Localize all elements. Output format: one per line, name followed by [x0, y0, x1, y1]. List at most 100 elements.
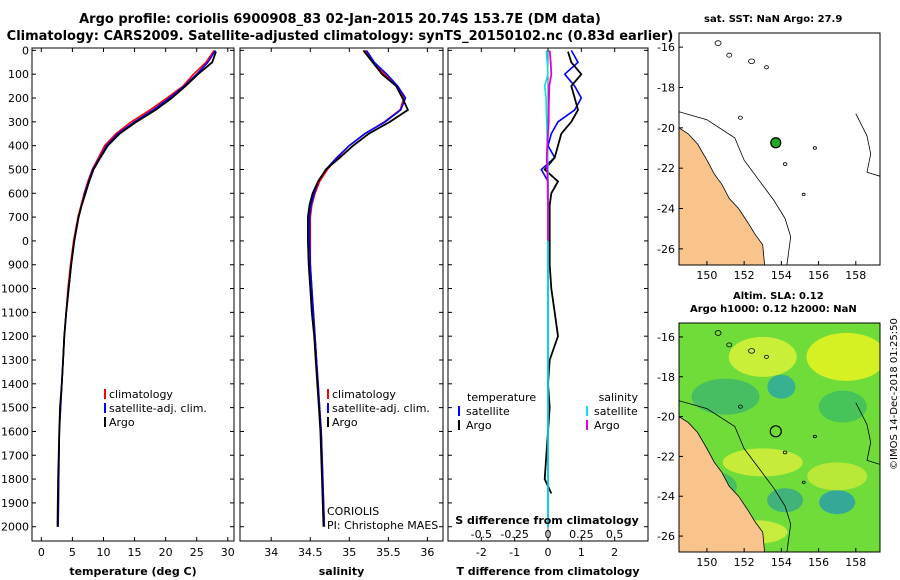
lat-tick-label: -22 — [657, 162, 675, 175]
sst-map-frame — [678, 32, 881, 266]
sla-anomaly-patch — [767, 488, 804, 513]
reef-outline — [726, 52, 733, 58]
x-tick-label: 35 — [342, 546, 356, 559]
x-tick-label: 0 — [545, 546, 552, 559]
x-tick-label: -1 — [509, 546, 520, 559]
depth-tick-label: 1200 — [1, 330, 29, 343]
s-tick-label: 0.5 — [606, 528, 624, 541]
reef-outline — [782, 450, 788, 455]
depth-tick-label: 1500 — [1, 402, 29, 415]
x-tick-label: 10 — [96, 546, 110, 559]
s-tick-label: 0 — [545, 528, 552, 541]
x-tick-label: -2 — [476, 546, 487, 559]
reef-outline — [738, 404, 743, 409]
x-tick-label: 25 — [190, 546, 204, 559]
sst-map — [678, 32, 881, 266]
lon-tick-label: 156 — [808, 556, 829, 569]
australia-coast-land — [679, 127, 766, 265]
lat-tick-label: -24 — [657, 490, 675, 503]
sla-map-frame — [678, 322, 881, 553]
depth-tick-label: 300 — [8, 116, 29, 129]
depth-tick-label: 200 — [8, 92, 29, 105]
x-tick-label: 36 — [420, 546, 434, 559]
argo-float-marker — [770, 137, 782, 149]
depth-tick-label: 2000 — [1, 521, 29, 534]
reef-outline — [782, 162, 788, 166]
lon-tick-label: 154 — [771, 269, 792, 282]
lat-tick-label: -18 — [657, 81, 675, 94]
reef-outline — [714, 40, 722, 46]
australia-coast-land — [679, 416, 766, 552]
sla-map-content — [679, 323, 880, 552]
lon-tick-label: 150 — [696, 556, 717, 569]
lat-tick-label: -16 — [657, 331, 675, 344]
lat-tick-label: -18 — [657, 371, 675, 384]
reef-outline — [726, 342, 733, 348]
x-tick-label: 30 — [221, 546, 235, 559]
lon-tick-label: 150 — [696, 269, 717, 282]
argo-float-marker — [769, 425, 782, 438]
title-line-2: Climatology: CARS2009. Satellite-adjuste… — [6, 29, 674, 44]
depth-tick-label: 1400 — [1, 378, 29, 391]
depth-tick-label: 0 — [22, 235, 29, 248]
lon-tick-label: 156 — [808, 269, 829, 282]
s-tick-label: -0.25 — [500, 528, 528, 541]
depth-tick-label: 700 — [8, 211, 29, 224]
depth-tick-label: 100 — [8, 68, 29, 81]
title-line-1: Argo profile: coriolis 6900908_83 02-Jan… — [79, 12, 601, 27]
reef-outline — [738, 115, 743, 120]
legend-label: climatology — [109, 388, 173, 401]
imos-timestamp: ©IMOS 14-Dec-2018 01:25:50 — [889, 318, 900, 470]
depth-tick-label: 1600 — [1, 425, 29, 438]
x-axis-label: salinity — [319, 565, 365, 578]
legend-heading-temperature: temperature — [467, 391, 536, 404]
sla-anomaly-patch — [722, 448, 803, 477]
depth-tick-label: 1100 — [1, 306, 29, 319]
sla-anomaly-patch — [806, 332, 880, 381]
x-tick-label: 5 — [69, 546, 76, 559]
legend-label: climatology — [332, 388, 396, 401]
x-tick-label: 34.5 — [298, 546, 323, 559]
reef-outline — [748, 58, 755, 65]
sst-map-title: sat. SST: NaN Argo: 27.9 — [704, 14, 843, 25]
x-axis-label: T difference from climatology — [456, 565, 639, 578]
lat-tick-label: -22 — [657, 450, 675, 463]
depth-tick-label: 400 — [8, 140, 29, 153]
depth-tick-label: 900 — [8, 259, 29, 272]
reef-outline — [714, 330, 722, 336]
legend-label: satellite-adj. clim. — [332, 402, 430, 415]
sla-map-title-2: Argo h1000: 0.12 h2000: NaN — [690, 304, 857, 315]
reef-outline — [801, 480, 806, 484]
s-difference-label: S difference from climatology — [455, 514, 639, 527]
lat-tick-label: -20 — [657, 411, 675, 424]
legend-heading-salinity: salinity — [599, 391, 639, 404]
lon-tick-label: 158 — [845, 269, 866, 282]
depth-tick-label: 600 — [8, 187, 29, 200]
sla-map-title-1: Altim. SLA: 0.12 — [733, 291, 824, 302]
series-argo — [306, 49, 410, 527]
depth-tick-label: 1700 — [1, 449, 29, 462]
plot-frame-1 — [31, 47, 235, 542]
legend-label: Argo — [466, 419, 492, 432]
x-tick-label: 15 — [128, 546, 142, 559]
x-axis-label: temperature (deg C) — [69, 565, 196, 578]
sla-map — [678, 322, 881, 553]
s-tick-label: 0.25 — [569, 528, 594, 541]
legend-label: satellite — [594, 405, 638, 418]
lon-tick-label: 158 — [845, 556, 866, 569]
series-argo — [56, 51, 217, 527]
depth-tick-label: 0 — [22, 44, 29, 57]
reef-outline — [801, 192, 806, 196]
sla-anomaly-patch — [819, 490, 856, 515]
isobath-line — [855, 113, 880, 177]
depth-tick-label: 500 — [8, 163, 29, 176]
lat-tick-label: -20 — [657, 122, 675, 135]
legend-label: Argo — [109, 416, 135, 429]
x-tick-label: 0 — [38, 546, 45, 559]
x-tick-label: 1 — [578, 546, 585, 559]
annotation-pi: PI: Christophe MAES — [327, 519, 438, 532]
legend-label: satellite-adj. clim. — [109, 402, 207, 415]
sla-anomaly-patch — [691, 378, 760, 415]
reef-outline — [764, 65, 769, 70]
